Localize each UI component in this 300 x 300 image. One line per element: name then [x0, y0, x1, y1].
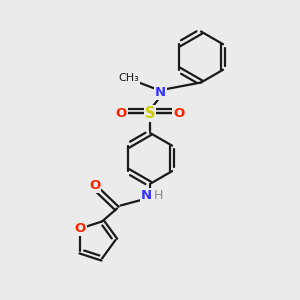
Text: H: H: [154, 189, 163, 202]
Text: N: N: [155, 86, 166, 100]
Text: O: O: [75, 222, 86, 235]
Text: O: O: [173, 107, 184, 120]
Text: CH₃: CH₃: [118, 73, 140, 83]
Text: O: O: [116, 107, 127, 120]
Text: O: O: [89, 179, 100, 192]
Text: S: S: [145, 106, 155, 121]
Text: N: N: [140, 189, 152, 202]
